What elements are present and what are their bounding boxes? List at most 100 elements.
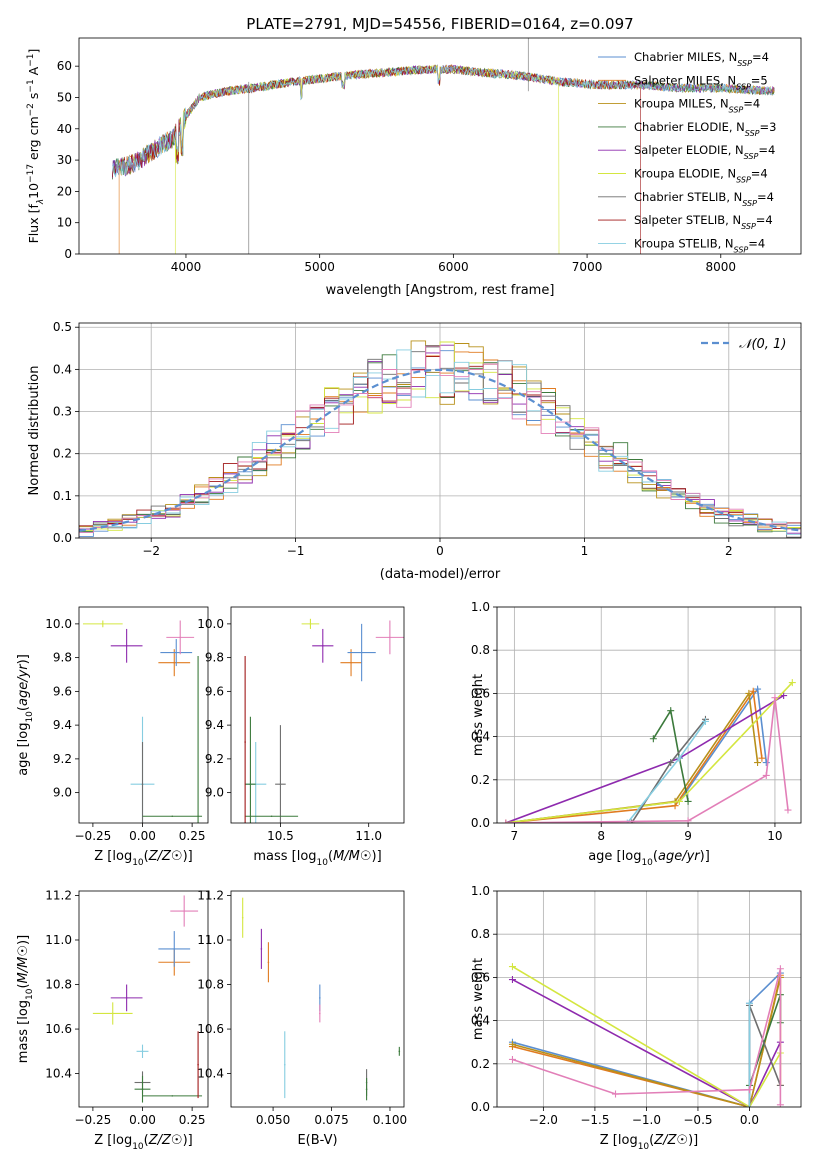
x-axis-label: wavelength [Angstrom, rest frame] — [326, 283, 555, 298]
point-9 — [197, 1063, 199, 1066]
axes-frame — [496, 890, 802, 1108]
legend-label-2: Kroupa MILES, NSSP=4 — [634, 97, 760, 115]
y-tick-label-5: 50 — [57, 90, 72, 104]
legend-label-8: Kroupa STELIB, NSSP=4 — [634, 236, 765, 254]
massweight-series-5 — [512, 965, 782, 1107]
y-tick-label-5: 10.0 — [197, 617, 224, 631]
x-tick-label-1: 0.00 — [129, 829, 156, 843]
massweight-marker-8-3 — [771, 694, 779, 702]
x-tick-label-2: −1.0 — [632, 1113, 661, 1127]
massweight-marker-8-0 — [508, 1055, 516, 1063]
x-tick-label-0: 4000 — [171, 260, 202, 274]
x-tick-label-2: 0.25 — [179, 1113, 206, 1127]
x-tick-label-1: 11.0 — [355, 829, 382, 843]
y-tick-label-5: 10.0 — [45, 617, 72, 631]
x-tick-label-1: 0.075 — [314, 1113, 348, 1127]
y-tick-label-0: 0.0 — [471, 1100, 490, 1114]
x-tick-label-2: 9 — [684, 829, 692, 843]
y-axis-label: mass weight — [471, 674, 486, 756]
y-tick-label-4: 0.4 — [53, 362, 72, 376]
spectrum-legend: Chabrier MILES, NSSP=4 Salpeter MILES, NS… — [598, 50, 776, 254]
y-tick-label-2: 0.4 — [471, 730, 490, 744]
histogram-series-9 — [79, 345, 801, 538]
massweight-marker-4-0 — [508, 976, 516, 984]
x-tick-label-2: 6000 — [438, 260, 469, 274]
figure-title: PLATE=2791, MJD=54556, FIBERID=0164, z=0… — [246, 15, 633, 33]
point-9 — [244, 741, 246, 743]
legend-label-7: Salpeter STELIB, NSSP=4 — [634, 213, 773, 231]
point-0 — [111, 1012, 114, 1015]
y-tick-label-0: 9.0 — [53, 786, 72, 800]
massweight-panel-7: −2.0 −1.5 −1.0 −0.5 0.0 0.0 0.2 0.4 0.6 0.8 1.0 Z [… — [471, 884, 802, 1152]
x-tick-label-3: 10 — [767, 829, 782, 843]
y-tick-label-4: 40 — [57, 122, 72, 136]
y-tick-label-3: 9.6 — [53, 684, 72, 698]
point-4 — [319, 1012, 321, 1015]
errorbar-panel-5: −0.25 0.00 0.25 10.4 10.6 10.8 11.0 11.2 Z [log1… — [16, 888, 209, 1152]
errorbar-panel-2: −0.25 0.00 0.25 9.0 9.2 9.4 9.6 9.8 10.0 Z [log10… — [16, 606, 209, 868]
massweight-marker-7-1 — [675, 754, 683, 762]
y-tick-label-0: 9.0 — [205, 786, 224, 800]
point-0 — [102, 623, 104, 625]
y-axis-label: Normed distribution — [27, 366, 42, 496]
massweight-marker-5-1 — [675, 797, 683, 805]
massweight-marker-2-0 — [508, 1040, 516, 1048]
point-8 — [270, 815, 273, 818]
massweight-marker-1-2 — [749, 687, 757, 695]
point-3 — [360, 651, 363, 654]
y-tick-label-0: 10.4 — [45, 1067, 72, 1081]
legend-label-5: Kroupa ELODIE, NSSP=4 — [634, 167, 768, 185]
massweight-marker-2-3 — [754, 759, 762, 767]
point-4 — [389, 636, 391, 639]
axes-frame — [496, 606, 802, 824]
massweight-marker-8-1 — [612, 1090, 620, 1098]
y-axis-label: age [log10(age/yr)] — [16, 654, 35, 776]
point-7 — [365, 1088, 368, 1090]
x-tick-label-0: 0.050 — [256, 1113, 290, 1127]
errorbars — [244, 618, 404, 823]
massweight-marker-7-0 — [623, 819, 631, 823]
y-tick-label-0: 0.0 — [471, 816, 490, 830]
x-tick-label-4: 8000 — [706, 260, 737, 274]
legend-label-4: Salpeter ELODIE, NSSP=4 — [634, 143, 775, 161]
y-tick-label-2: 10.8 — [197, 978, 224, 992]
y-tick-label-3: 9.6 — [205, 684, 224, 698]
axes-frame — [78, 37, 802, 255]
spectrum-lines — [112, 38, 775, 254]
legend-label-3: Chabrier ELODIE, NSSP=3 — [634, 120, 776, 138]
x-axis-label: Z [log10(Z/Z☉)] — [600, 1133, 699, 1152]
y-axis-label: Flux [fλ10−17 erg cm−2 s−1 A−1] — [26, 49, 46, 244]
errorbars — [82, 620, 203, 823]
axes-frame — [230, 606, 405, 824]
x-axis-label: mass [log10(M/M☉)] — [253, 849, 381, 868]
massweight-series-4 — [512, 978, 782, 1107]
x-tick-label-1: 8 — [597, 829, 605, 843]
legend-label-0: Chabrier MILES, NSSP=4 — [634, 50, 769, 68]
y-tick-label-5: 1.0 — [471, 600, 490, 614]
spectrum-series-8 — [112, 64, 775, 178]
point-1 — [260, 948, 263, 950]
y-tick-label-2: 0.2 — [53, 447, 72, 461]
errorbar-panel-6: 0.050 0.075 0.100 10.4 10.6 10.8 11.0 11.2 E(B-V… — [197, 888, 407, 1148]
x-tick-label-0: 7 — [511, 829, 519, 843]
point-1 — [321, 645, 324, 647]
point-0 — [241, 916, 244, 919]
massweight-series-1 — [505, 689, 763, 823]
y-tick-label-5: 1.0 — [471, 884, 490, 898]
x-tick-label-3: −0.5 — [683, 1113, 712, 1127]
x-axis-label: age [log10(age/yr)] — [588, 849, 710, 868]
y-tick-label-1: 9.2 — [205, 752, 224, 766]
massweight-marker-8-2 — [745, 1086, 753, 1094]
errorbar-panel-3: 10.5 11.0 9.0 9.2 9.4 9.6 9.8 10.0 mass [log10(M… — [197, 606, 405, 868]
normal-curve — [79, 368, 801, 532]
x-tick-label-2: 0.25 — [179, 829, 206, 843]
point-4 — [179, 636, 182, 639]
massweight-marker-8-1 — [684, 817, 692, 823]
spectrum-series-5 — [174, 64, 560, 254]
x-axis-label: Z [log10(Z/Z☉)] — [94, 849, 193, 868]
x-tick-label-3: 1 — [581, 544, 589, 558]
y-tick-label-4: 0.8 — [471, 927, 490, 941]
massweight-marker-8-4 — [784, 806, 792, 814]
y-tick-label-5: 0.5 — [53, 320, 72, 334]
massweight-marker-8-2 — [762, 771, 770, 779]
